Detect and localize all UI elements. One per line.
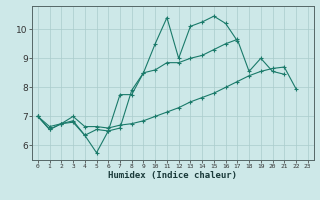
X-axis label: Humidex (Indice chaleur): Humidex (Indice chaleur)	[108, 171, 237, 180]
